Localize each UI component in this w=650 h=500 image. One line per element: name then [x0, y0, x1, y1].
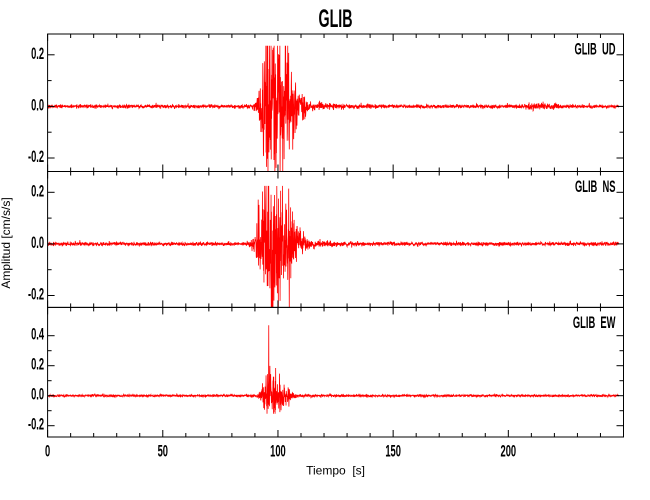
svg-text:0.4: 0.4: [31, 325, 44, 343]
svg-text:Amplitud [cm/s/s]: Amplitud [cm/s/s]: [0, 197, 13, 288]
svg-text:0.0: 0.0: [31, 233, 44, 251]
svg-text:GLIB: GLIB: [319, 6, 353, 33]
svg-text:-0.2: -0.2: [28, 147, 44, 165]
svg-text:0.0: 0.0: [31, 96, 44, 114]
svg-text:-0.2: -0.2: [28, 415, 44, 433]
svg-text:-0.2: -0.2: [28, 285, 44, 303]
svg-text:100: 100: [270, 442, 286, 460]
svg-text:0: 0: [45, 442, 50, 460]
svg-text:200: 200: [501, 442, 517, 460]
svg-text:150: 150: [385, 442, 401, 460]
svg-text:0.0: 0.0: [31, 385, 44, 403]
svg-text:0.2: 0.2: [31, 355, 44, 373]
svg-text:0.2: 0.2: [31, 44, 44, 62]
svg-text:GLIB NS: GLIB NS: [575, 177, 616, 195]
svg-text:GLIB EW: GLIB EW: [573, 313, 616, 331]
svg-text:GLIB UD: GLIB UD: [574, 40, 615, 58]
svg-text:Tiempo [s]: Tiempo [s]: [306, 464, 365, 478]
svg-text:0.2: 0.2: [31, 182, 44, 200]
svg-text:50: 50: [158, 442, 168, 460]
